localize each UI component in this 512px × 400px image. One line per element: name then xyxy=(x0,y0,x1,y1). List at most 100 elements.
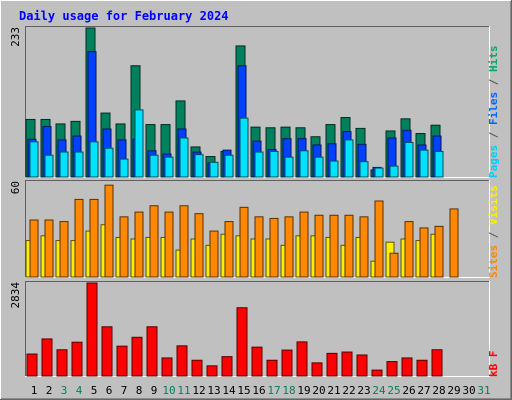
y-max-label-pages-files-hits: 233 xyxy=(9,27,22,47)
bar-kb-f-kb-f-day-3 xyxy=(56,349,68,377)
day-label-12: 12 xyxy=(192,384,205,397)
day-label-1: 1 xyxy=(31,384,38,397)
bar-kb-f-kb-f-day-1 xyxy=(26,353,38,377)
bar-sites-visits-sites-day-12 xyxy=(194,213,204,278)
day-label-31: 31 xyxy=(477,384,490,397)
legend-label-sites-visits: Sites / Visits xyxy=(487,185,500,278)
bar-pages-files-hits-pages-day-7 xyxy=(119,158,129,178)
day-label-15: 15 xyxy=(237,384,250,397)
day-label-14: 14 xyxy=(222,384,236,397)
bar-pages-files-hits-pages-day-16 xyxy=(254,151,264,178)
bar-pages-files-hits-pages-day-6 xyxy=(104,147,114,178)
day-label-16: 16 xyxy=(252,384,265,397)
bar-sites-visits-sites-day-6 xyxy=(104,184,114,278)
bar-pages-files-hits-pages-day-25 xyxy=(389,165,399,178)
bar-kb-f-kb-f-day-5 xyxy=(86,282,98,377)
bar-sites-visits-sites-day-8 xyxy=(134,211,144,278)
bar-sites-visits-sites-day-2 xyxy=(44,219,54,278)
bar-sites-visits-sites-day-13 xyxy=(209,230,219,278)
bar-kb-f-kb-f-day-9 xyxy=(146,326,158,377)
bar-pages-files-hits-pages-day-18 xyxy=(284,156,294,178)
day-label-20: 20 xyxy=(312,384,325,397)
bar-sites-visits-sites-day-18 xyxy=(284,216,294,278)
bar-sites-visits-sites-day-24 xyxy=(374,200,384,278)
day-labels: 1 2 3 4 5 6 7 8 9 10 11 12 13 14 15 16 17 18 19 20 21 22 23 24 2… xyxy=(31,384,491,397)
legend-part-sites-visits-2: Visits xyxy=(487,185,500,225)
legend-part-pages-files-hits-3: / xyxy=(487,72,500,92)
legend-part-kb-f-0: kB F xyxy=(487,351,500,378)
day-label-19: 19 xyxy=(297,384,310,397)
day-label-3: 3 xyxy=(61,384,68,397)
bar-kb-f-kb-f-day-2 xyxy=(41,338,53,377)
bar-kb-f-kb-f-day-22 xyxy=(341,351,353,377)
day-label-30: 30 xyxy=(462,384,475,397)
bar-sites-visits-sites-day-25 xyxy=(389,252,399,278)
legend-label-kb-f: kB F xyxy=(487,351,500,378)
series-sites xyxy=(29,184,459,278)
bar-kb-f-kb-f-day-24 xyxy=(371,369,383,377)
bar-kb-f-kb-f-day-28 xyxy=(431,349,443,377)
bar-pages-files-hits-pages-day-13 xyxy=(209,161,219,178)
bar-sites-visits-sites-day-29 xyxy=(449,208,459,278)
bar-pages-files-hits-pages-day-17 xyxy=(269,150,279,178)
day-label-24: 24 xyxy=(372,384,386,397)
bar-pages-files-hits-pages-day-21 xyxy=(329,160,339,178)
day-label-13: 13 xyxy=(207,384,220,397)
bar-kb-f-kb-f-day-27 xyxy=(416,359,428,377)
day-label-28: 28 xyxy=(432,384,445,397)
legend-part-pages-files-hits-0: Pages xyxy=(487,145,500,178)
bar-kb-f-kb-f-day-18 xyxy=(281,349,293,377)
bar-kb-f-kb-f-day-21 xyxy=(326,352,338,377)
chart-title: Daily usage for February 2024 xyxy=(19,9,229,23)
bar-pages-files-hits-pages-day-15 xyxy=(239,117,249,178)
bar-sites-visits-sites-day-28 xyxy=(434,225,444,278)
day-label-18: 18 xyxy=(282,384,295,397)
day-label-23: 23 xyxy=(357,384,370,397)
bar-pages-files-hits-pages-day-3 xyxy=(59,151,69,178)
y-max-label-sites-visits: 60 xyxy=(9,181,22,194)
bar-pages-files-hits-pages-day-5 xyxy=(89,141,99,178)
series-pages xyxy=(29,109,444,178)
legend-part-pages-files-hits-1: / xyxy=(487,125,500,145)
bar-sites-visits-sites-day-14 xyxy=(224,221,234,278)
bar-sites-visits-sites-day-27 xyxy=(419,227,429,278)
bar-pages-files-hits-pages-day-24 xyxy=(374,167,384,178)
day-label-21: 21 xyxy=(327,384,340,397)
bar-pages-files-hits-pages-day-2 xyxy=(44,154,54,178)
legend-label-pages-files-hits: Pages / Files / Hits xyxy=(487,46,500,179)
legend-part-sites-visits-0: Sites xyxy=(487,245,500,278)
bar-kb-f-kb-f-day-26 xyxy=(401,357,413,377)
series-kb-f xyxy=(26,282,443,377)
bar-sites-visits-sites-day-3 xyxy=(59,221,69,278)
bar-sites-visits-sites-day-26 xyxy=(404,221,414,278)
bar-kb-f-kb-f-day-13 xyxy=(206,365,218,377)
bar-kb-f-kb-f-day-14 xyxy=(221,356,233,377)
bar-pages-files-hits-pages-day-26 xyxy=(404,141,414,178)
day-label-11: 11 xyxy=(177,384,190,397)
bar-pages-files-hits-pages-day-4 xyxy=(74,151,84,178)
day-label-9: 9 xyxy=(151,384,158,397)
bar-kb-f-kb-f-day-12 xyxy=(191,359,203,377)
bar-kb-f-kb-f-day-16 xyxy=(251,346,263,377)
bar-kb-f-kb-f-day-23 xyxy=(356,354,368,377)
day-label-8: 8 xyxy=(136,384,143,397)
bar-pages-files-hits-pages-day-11 xyxy=(179,137,189,178)
legend-part-pages-files-hits-4: Hits xyxy=(487,46,500,73)
day-label-6: 6 xyxy=(106,384,113,397)
bar-pages-files-hits-pages-day-9 xyxy=(149,154,159,178)
bar-sites-visits-sites-day-21 xyxy=(329,214,339,278)
bar-kb-f-kb-f-day-19 xyxy=(296,341,308,377)
day-label-4: 4 xyxy=(76,384,83,397)
bar-kb-f-kb-f-day-4 xyxy=(71,341,83,377)
bar-pages-files-hits-pages-day-28 xyxy=(434,150,444,178)
bar-kb-f-kb-f-day-8 xyxy=(131,336,143,377)
bar-kb-f-kb-f-day-7 xyxy=(116,345,128,377)
bar-sites-visits-sites-day-11 xyxy=(179,205,189,278)
day-label-25: 25 xyxy=(387,384,400,397)
bar-sites-visits-sites-day-10 xyxy=(164,211,174,278)
bar-kb-f-kb-f-day-15 xyxy=(236,307,248,377)
bar-pages-files-hits-pages-day-12 xyxy=(194,154,204,178)
panel-pages-files-hits: 233 Pages / Files / Hits xyxy=(9,26,500,178)
bar-kb-f-kb-f-day-6 xyxy=(101,326,113,377)
